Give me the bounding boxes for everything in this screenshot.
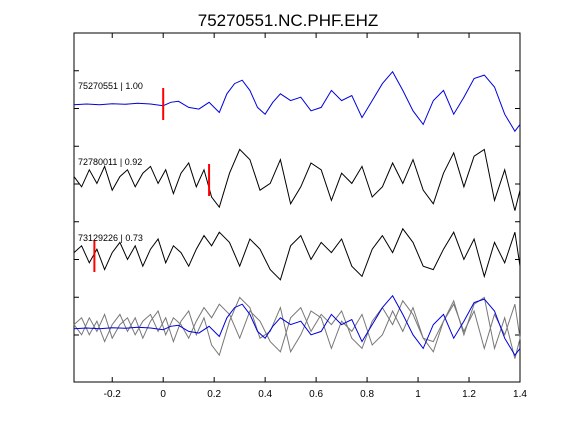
x-tick-label: 0.6 — [309, 389, 323, 400]
plot-frame — [73, 32, 521, 383]
x-tick-label: 0.2 — [207, 389, 221, 400]
overlay-layer — [73, 294, 521, 359]
overlay-reference-line — [73, 294, 521, 357]
trace-line — [73, 227, 521, 281]
trace-line — [73, 148, 521, 211]
overlay-trace-line — [73, 296, 521, 359]
trace-line — [73, 70, 521, 133]
overlay-trace-line — [73, 299, 521, 353]
trace-label: 72780011 | 0.92 — [78, 157, 142, 167]
x-tick-label: 0.4 — [258, 389, 272, 400]
x-tick-label: 1.4 — [513, 389, 527, 400]
chart-title: 75270551.NC.PHF.EHZ — [198, 11, 378, 30]
x-tick-label: 1 — [415, 389, 421, 400]
axes-layer: -0.2 0 0.2 0.4 0.6 0.8 1 1.2 1.4 — [74, 32, 527, 400]
traces-layer — [73, 70, 521, 281]
trace-label: 73129226 | 0.73 — [78, 233, 143, 243]
x-tick-label: 0 — [160, 389, 166, 400]
trace-label: 75270551 | 1.00 — [78, 81, 143, 91]
x-tick-label: 0.8 — [360, 389, 374, 400]
x-tick-label: 1.2 — [462, 389, 476, 400]
labels-layer: 75270551 | 1.00 72780011 | 0.92 73129226 |… — [78, 81, 143, 243]
x-tick-label: -0.2 — [104, 389, 122, 400]
